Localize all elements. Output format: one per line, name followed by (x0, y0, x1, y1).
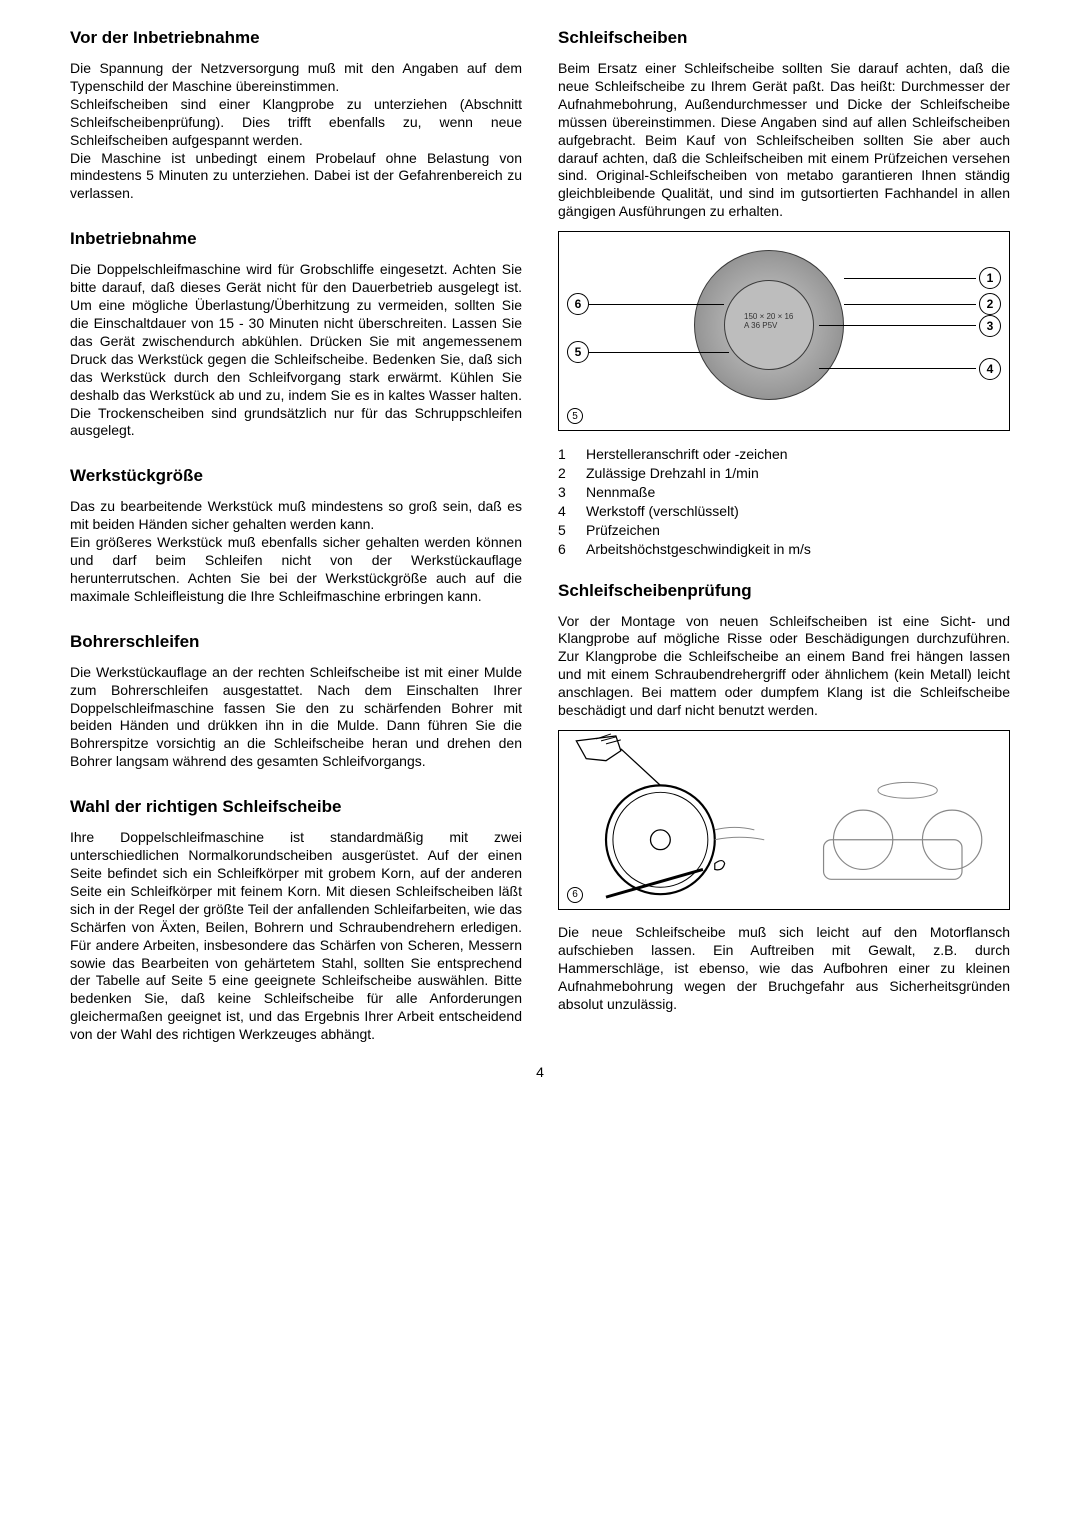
figure-sound-test: 6 (558, 730, 1010, 910)
heading: Schleifscheibenprüfung (558, 581, 1010, 601)
figure-number-6: 6 (567, 887, 583, 903)
section-wahl-schleifscheibe: Wahl der richtigen Schleifscheibe Ihre D… (70, 797, 522, 1044)
leader-line (844, 304, 976, 305)
legend-text: Prüfzeichen (586, 521, 660, 540)
para: Die Maschine ist unbedingt einem Probela… (70, 150, 522, 204)
para: Vor der Montage von neuen Schleifscheibe… (558, 613, 1010, 720)
callout-3: 3 (979, 315, 1001, 337)
section-scheibenpruefung: Schleifscheibenprüfung Vor der Montage v… (558, 581, 1010, 720)
heading: Bohrerschleifen (70, 632, 522, 652)
legend-text: Zulässige Drehzahl in 1/min (586, 464, 759, 483)
legend-list: 1Herstelleranschrift oder -zeichen 2Zulä… (558, 445, 1010, 558)
leader-line (819, 368, 976, 369)
leader-line (589, 352, 729, 353)
heading: Inbetriebnahme (70, 229, 522, 249)
para: Ein größeres Werkstück muß ebenfalls sic… (70, 534, 522, 606)
legend-text: Arbeitshöchstgeschwindigkeit in m/s (586, 540, 811, 559)
para: Schleifscheiben sind einer Klangprobe zu… (70, 96, 522, 150)
page-columns: Vor der Inbetriebnahme Die Spannung der … (70, 28, 1010, 1044)
legend-item: 4Werkstoff (verschlüsselt) (558, 502, 1010, 521)
para-neue-scheibe: Die neue Schleifscheibe muß sich leicht … (558, 924, 1010, 1014)
wheel-center-text: 150 × 20 × 16A 36 P5V (744, 312, 793, 330)
leader-line (589, 304, 724, 305)
legend-item: 6Arbeitshöchstgeschwindigkeit in m/s (558, 540, 1010, 559)
legend-text: Herstelleranschrift oder -zeichen (586, 445, 788, 464)
leader-line (819, 325, 976, 326)
figure-number-5: 5 (567, 408, 583, 424)
figure-wheel-labels: 150 × 20 × 16A 36 P5V 1 2 3 4 6 5 5 (558, 231, 1010, 431)
para: Beim Ersatz einer Schleifscheibe sollten… (558, 60, 1010, 221)
legend-text: Werkstoff (verschlüsselt) (586, 502, 739, 521)
heading: Schleifscheiben (558, 28, 1010, 48)
section-vor-inbetriebnahme: Vor der Inbetriebnahme Die Spannung der … (70, 28, 522, 203)
legend-item: 3Nennmaße (558, 483, 1010, 502)
left-column: Vor der Inbetriebnahme Die Spannung der … (70, 28, 522, 1044)
legend-text: Nennmaße (586, 483, 655, 502)
leader-line (844, 278, 976, 279)
section-werkstueckgroesse: Werkstückgröße Das zu bearbeitende Werks… (70, 466, 522, 605)
callout-6: 6 (567, 293, 589, 315)
section-bohrerschleifen: Bohrerschleifen Die Werkstückauflage an … (70, 632, 522, 771)
legend-item: 2Zulässige Drehzahl in 1/min (558, 464, 1010, 483)
page-number: 4 (70, 1064, 1010, 1080)
callout-2: 2 (979, 293, 1001, 315)
callout-4: 4 (979, 358, 1001, 380)
para: Das zu bearbeitende Werkstück muß mindes… (70, 498, 522, 534)
para: Ihre Doppelschleifmaschine ist standardm… (70, 829, 522, 1044)
legend-item: 5Prüfzeichen (558, 521, 1010, 540)
para: Die Spannung der Netzversorgung muß mit … (70, 60, 522, 96)
heading: Wahl der richtigen Schleifscheibe (70, 797, 522, 817)
para: Die Werkstückauflage an der rechten Schl… (70, 664, 522, 771)
right-column: Schleifscheiben Beim Ersatz einer Schlei… (558, 28, 1010, 1044)
para: Die Doppelschleifmaschine wird für Grobs… (70, 261, 522, 440)
section-schleifscheiben: Schleifscheiben Beim Ersatz einer Schlei… (558, 28, 1010, 221)
callout-5: 5 (567, 341, 589, 363)
legend-item: 1Herstelleranschrift oder -zeichen (558, 445, 1010, 464)
heading: Vor der Inbetriebnahme (70, 28, 522, 48)
callout-1: 1 (979, 267, 1001, 289)
heading: Werkstückgröße (70, 466, 522, 486)
section-inbetriebnahme: Inbetriebnahme Die Doppelschleifmaschine… (70, 229, 522, 440)
